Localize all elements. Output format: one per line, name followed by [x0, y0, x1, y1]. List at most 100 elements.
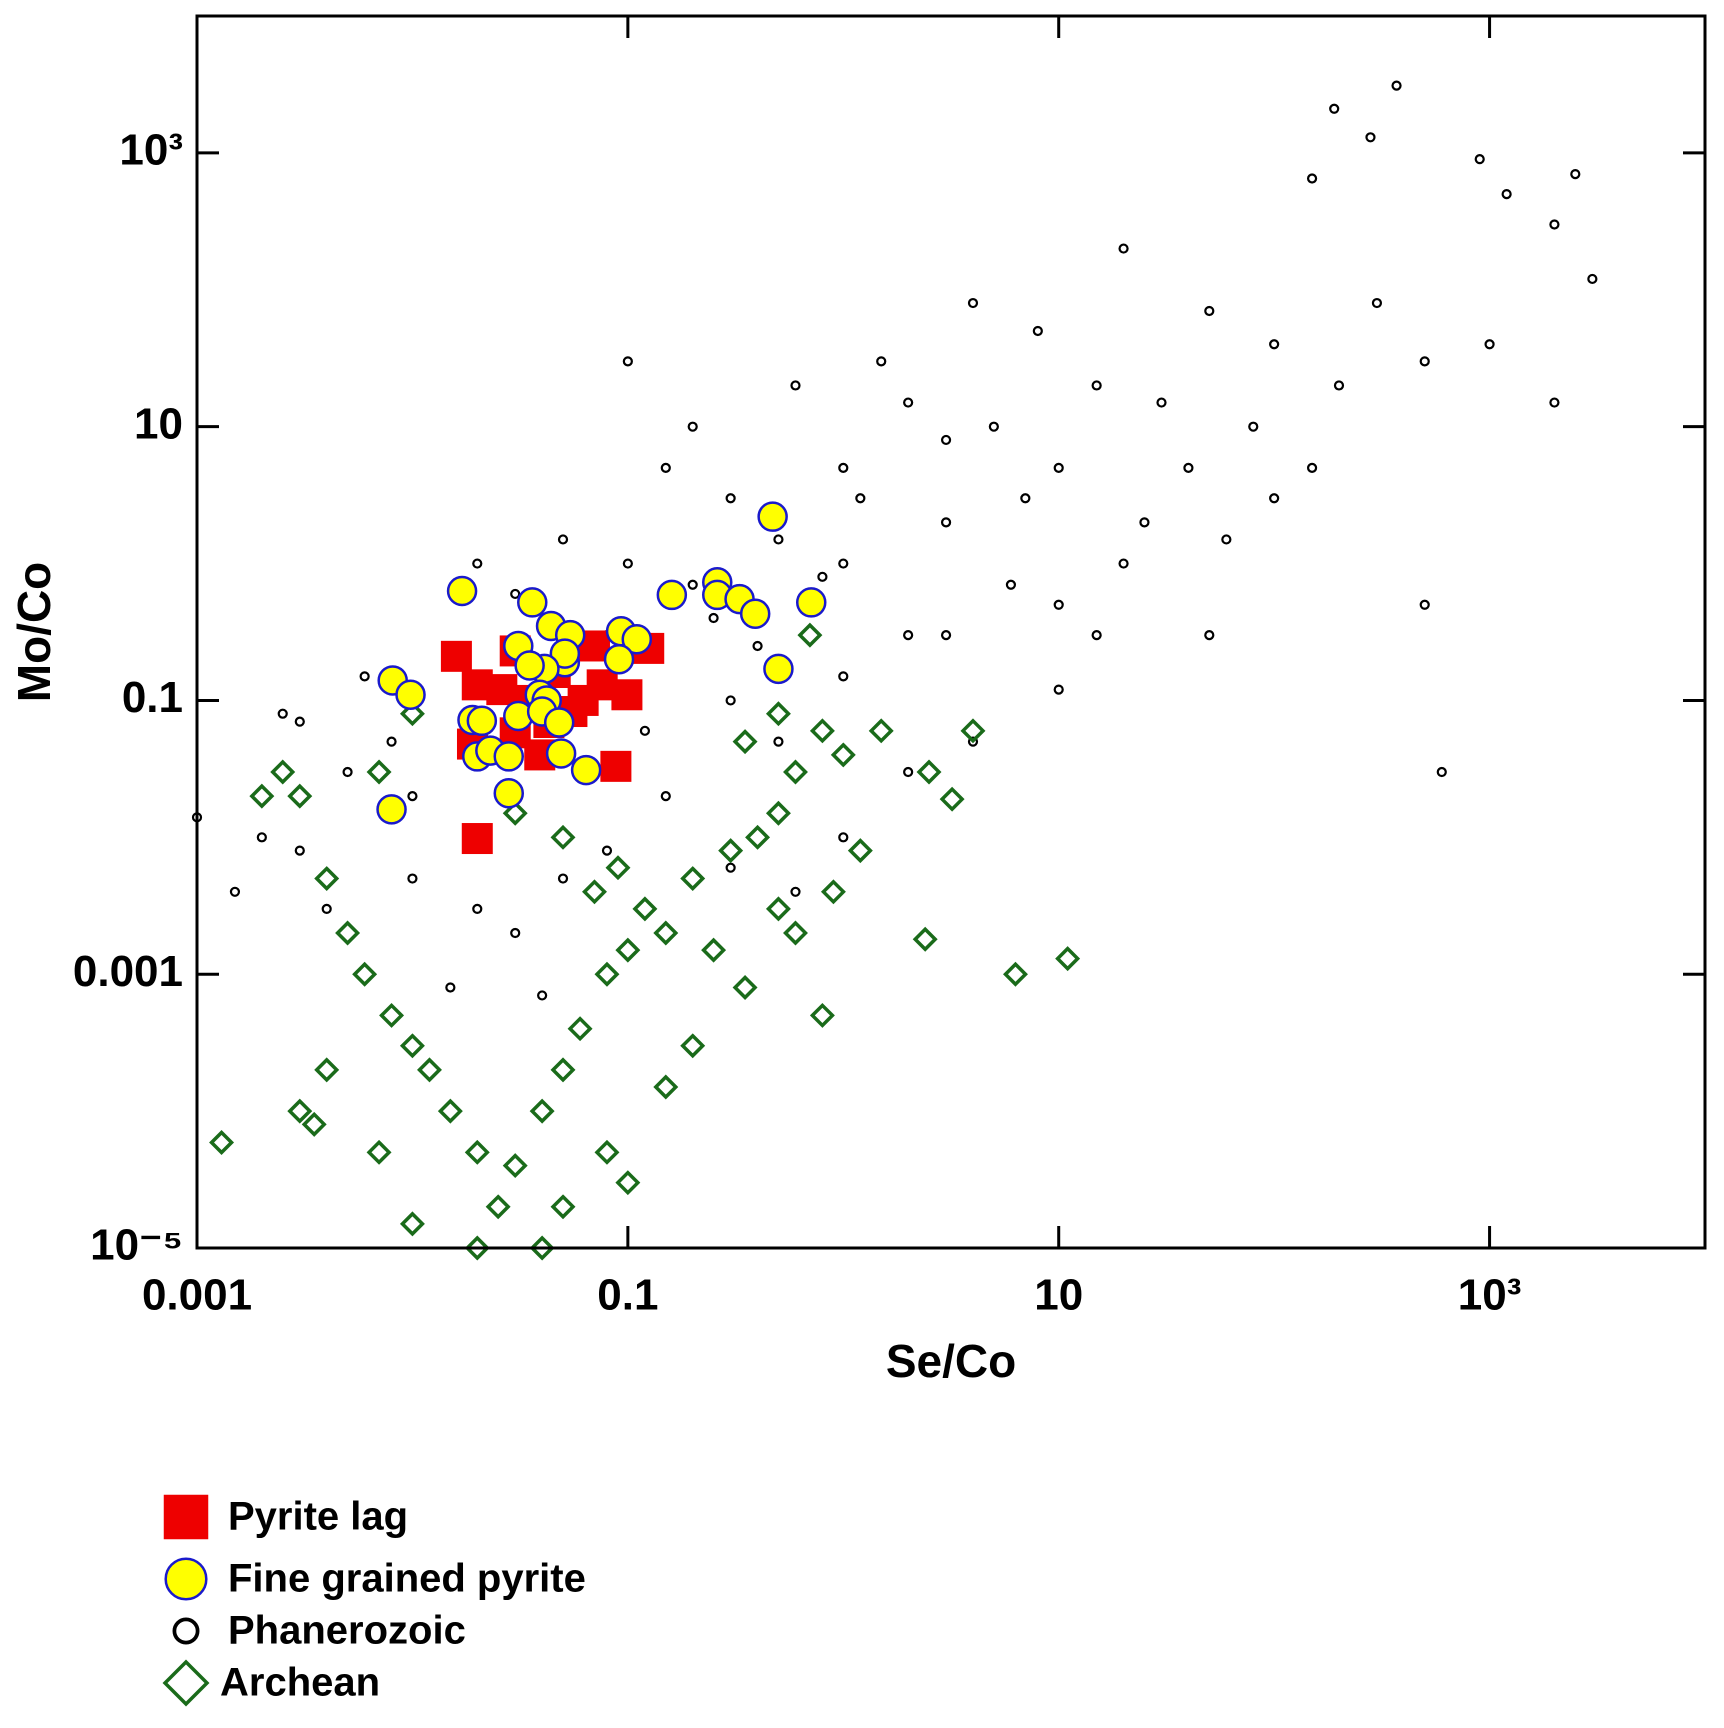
point [940, 434, 952, 446]
point [543, 707, 575, 738]
point [1005, 579, 1017, 590]
x-axis-title: Se/Co [886, 1335, 1016, 1387]
point [446, 575, 478, 607]
point [916, 759, 942, 785]
legend-marker [164, 1557, 208, 1601]
point [464, 1139, 490, 1165]
point [903, 766, 914, 778]
point [1020, 493, 1031, 504]
point [653, 920, 679, 946]
point [386, 736, 397, 747]
point [466, 705, 498, 737]
point [1003, 961, 1028, 987]
point [502, 800, 528, 826]
legend-marker [162, 1659, 210, 1707]
point [510, 927, 521, 939]
point [838, 558, 849, 569]
point [582, 879, 607, 905]
point [229, 886, 241, 897]
point [529, 1235, 555, 1261]
point [1204, 630, 1215, 641]
legend-item: Fine grained pyrite [164, 1557, 586, 1601]
point [461, 823, 493, 855]
point [725, 695, 736, 706]
point [502, 1153, 528, 1179]
point [1474, 154, 1485, 165]
legend-label: Pyrite lag [228, 1495, 408, 1539]
point [687, 421, 698, 432]
x-tick-label: 10 [1034, 1271, 1083, 1320]
point [1484, 339, 1495, 350]
point [314, 866, 340, 892]
point [1329, 103, 1340, 114]
point [773, 736, 784, 747]
point [1419, 356, 1430, 367]
point [820, 879, 846, 905]
point [594, 1139, 620, 1165]
point [294, 845, 305, 856]
legend-marker [172, 1617, 200, 1645]
point [301, 1111, 327, 1137]
legend-item: Pyrite lag [163, 1495, 408, 1540]
point [611, 679, 643, 711]
point [967, 736, 979, 747]
point [550, 824, 576, 850]
point [605, 855, 631, 881]
point [472, 903, 483, 915]
point [615, 937, 641, 963]
point [1248, 421, 1259, 432]
point [809, 1002, 835, 1028]
y-tick-label: 10³ [119, 126, 183, 175]
point [514, 650, 545, 681]
point [1269, 339, 1280, 350]
point [680, 866, 706, 892]
point [868, 718, 894, 744]
point [472, 558, 483, 569]
point [399, 1211, 425, 1237]
point [773, 534, 784, 545]
point [342, 766, 353, 778]
point [988, 421, 999, 432]
y-tick-label: 10⁻⁵ [90, 1221, 183, 1270]
x-tick-label: 0.1 [597, 1271, 658, 1320]
series [209, 622, 1081, 1261]
point [493, 777, 525, 809]
legend-label: Fine grained pyrite [228, 1557, 586, 1601]
point [765, 701, 791, 727]
point [632, 896, 658, 922]
point [838, 671, 849, 682]
point [1091, 380, 1102, 391]
point [1091, 630, 1102, 641]
point [687, 579, 698, 590]
point [940, 517, 952, 528]
point [795, 587, 827, 618]
point [838, 462, 849, 473]
point [847, 838, 873, 864]
point [594, 961, 620, 987]
point [249, 783, 275, 809]
point [321, 903, 332, 915]
point [615, 1170, 641, 1196]
legend-item: Archean [162, 1659, 380, 1707]
point [417, 1057, 442, 1083]
point [783, 759, 808, 785]
point [399, 1033, 425, 1059]
point [718, 838, 744, 864]
x-tick-label: 0.001 [142, 1271, 252, 1320]
point [294, 716, 305, 727]
point [876, 356, 887, 367]
point [1333, 380, 1345, 391]
point [1570, 168, 1581, 180]
point [601, 845, 613, 856]
point [765, 800, 791, 826]
point [1053, 462, 1064, 473]
point [960, 718, 986, 744]
point [256, 832, 267, 843]
point [537, 990, 548, 1001]
point [783, 920, 808, 946]
point [732, 729, 758, 755]
point [209, 1130, 235, 1155]
point [1204, 305, 1215, 317]
point [1391, 80, 1402, 91]
